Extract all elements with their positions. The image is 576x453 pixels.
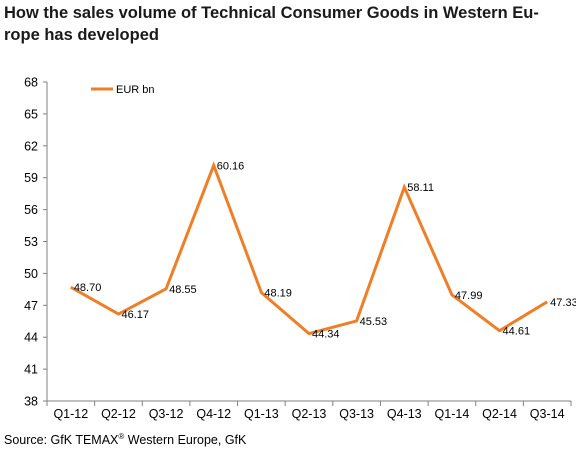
legend-label: EUR bn <box>116 84 155 96</box>
y-tick-label: 65 <box>24 107 38 121</box>
y-tick-label: 53 <box>24 235 38 249</box>
data-label: 48.19 <box>264 288 292 300</box>
series-layer <box>70 161 548 336</box>
y-tick-label: 68 <box>24 76 38 90</box>
y-tick-label: 50 <box>24 267 38 281</box>
data-label: 58.11 <box>407 182 434 194</box>
data-label: 47.99 <box>455 290 483 302</box>
registered-mark: ® <box>118 432 125 441</box>
source-note: Source: GfK TEMAX® Western Europe, GfK <box>4 432 246 447</box>
y-axis-ticks: 38 41 44 47 50 53 56 59 62 65 68 <box>24 76 47 409</box>
source-prefix: Source: GfK TEMAX <box>4 433 119 448</box>
y-tick-label: 41 <box>24 363 38 377</box>
x-tick-label: Q2-12 <box>101 407 136 421</box>
x-tick-label: Q1-12 <box>53 407 88 421</box>
legend: EUR bn <box>91 84 155 96</box>
data-labels: 48.70 46.17 48.55 60.16 48.19 44.34 45.53 58.11… <box>74 160 576 340</box>
data-label: 45.53 <box>360 316 388 328</box>
x-tick-label: Q1-13 <box>244 407 279 421</box>
x-tick-label: Q3-12 <box>149 407 184 421</box>
x-tick-label: Q4-13 <box>387 407 422 421</box>
chart-title-line-1: How the sales volume of Technical Consum… <box>4 4 539 22</box>
x-tick-label: Q2-14 <box>482 407 517 421</box>
chart-axes <box>46 82 571 402</box>
y-tick-label: 59 <box>24 171 38 185</box>
y-tick-label: 62 <box>24 139 38 153</box>
x-tick-label: Q2-13 <box>292 407 327 421</box>
y-tick-label: 56 <box>24 203 38 217</box>
y-tick-label: 44 <box>24 331 38 345</box>
data-label: 60.16 <box>217 160 245 172</box>
data-label: 47.33 <box>550 297 576 309</box>
x-tick-label: Q3-14 <box>530 407 565 421</box>
x-axis-ticks: Q1-12 Q2-12 Q3-12 Q4-12 Q1-13 Q2-13 Q3-13 Q4-13… <box>46 401 572 421</box>
data-label: 48.70 <box>74 282 102 294</box>
y-tick-label: 38 <box>24 395 38 409</box>
chart-title: How the sales volume of Technical Consum… <box>4 2 570 46</box>
y-tick-label: 47 <box>24 299 38 313</box>
source-suffix: Western Europe, GfK <box>124 433 247 448</box>
data-label: 46.17 <box>121 309 149 321</box>
x-tick-label: Q3-13 <box>339 407 374 421</box>
data-label: 44.61 <box>503 326 531 338</box>
data-label: 48.55 <box>169 284 197 296</box>
x-tick-label: Q1-14 <box>435 407 470 421</box>
chart-title-line-2: rope has developed <box>4 26 159 44</box>
x-tick-label: Q4-12 <box>196 407 231 421</box>
data-label: 44.34 <box>312 329 340 341</box>
